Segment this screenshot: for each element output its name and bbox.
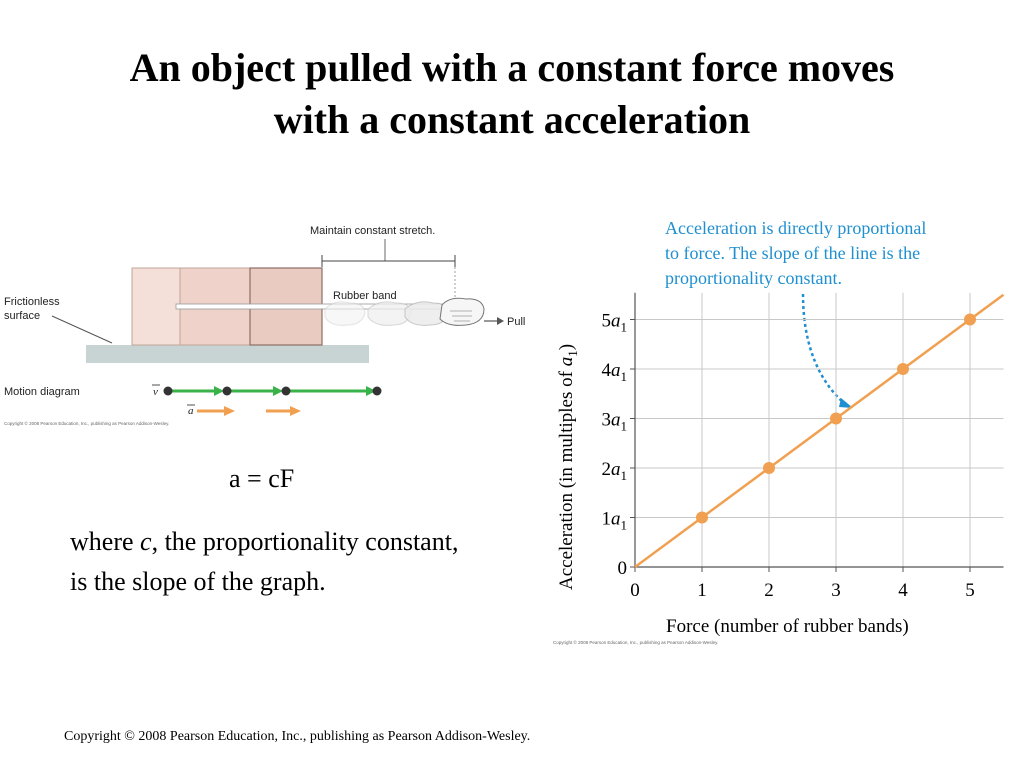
y-tick-coef: 2 <box>602 459 612 480</box>
y-tick-label-3: 3a1 <box>602 410 628 434</box>
motion-dot-3 <box>281 386 291 396</box>
y-tick-sub: 1 <box>621 468 628 483</box>
y-tick-label-1: 1a1 <box>602 509 628 533</box>
title-line-1: An object pulled with a constant force m… <box>129 45 895 90</box>
body-variable: c <box>140 527 152 556</box>
acceleration-arrowhead-2 <box>290 406 301 416</box>
annotation-line-3: proportionality constant. <box>665 268 842 288</box>
x-tick-label-1: 1 <box>697 580 707 601</box>
data-point-2 <box>763 462 775 474</box>
formula: a = cF <box>229 464 295 493</box>
x-tick-label-4: 4 <box>898 580 908 601</box>
x-tick-label-0: 0 <box>630 580 640 601</box>
data-point-1 <box>696 511 708 524</box>
pulling-hand <box>439 297 485 326</box>
left-figure-copyright: Copyright © 2008 Pearson Education, Inc.… <box>4 420 169 426</box>
x-tick-label-5: 5 <box>965 580 975 601</box>
y-tick-label-2: 2a1 <box>602 459 628 483</box>
y-tick-label-0: 0 <box>618 558 628 579</box>
y-tick-sub: 1 <box>621 419 628 434</box>
y-tick-var: a <box>611 410 621 431</box>
y-axis-label: Acceleration (in multiples of a1) <box>556 344 580 590</box>
acceleration-arrowhead-1 <box>224 406 235 416</box>
motion-dot-4 <box>372 386 382 396</box>
velocity-arrowhead-2 <box>273 386 283 396</box>
block-1 <box>131 267 181 346</box>
body-text: where c, the proportionality constant, i… <box>70 522 470 602</box>
y-tick-coef: 5 <box>602 311 612 332</box>
y-tick-label-4: 4a1 <box>602 360 628 384</box>
motion-dot-1 <box>163 386 173 396</box>
grid <box>635 292 1004 567</box>
surface-label: surface <box>4 310 40 322</box>
velocity-arrowhead-1 <box>214 386 224 396</box>
ghost-hand-1 <box>324 301 366 326</box>
data-points <box>696 313 976 524</box>
x-tick-labels: 0 1 2 3 4 5 <box>630 580 975 601</box>
velocity-arrowhead-3 <box>366 386 376 396</box>
x-axis-label: Force (number of rubber bands) <box>666 616 909 637</box>
y-tick-sub: 1 <box>621 518 628 533</box>
x-tick-label-3: 3 <box>831 580 841 601</box>
y-axis-label-var: a <box>556 357 577 367</box>
y-tick-var: a <box>611 360 621 381</box>
surface-leader-line <box>51 315 113 344</box>
pull-label: Pull <box>507 316 525 328</box>
y-tick-coef: 3 <box>602 410 612 431</box>
y-tick-coef: 1 <box>602 509 612 530</box>
data-point-3 <box>830 412 842 425</box>
y-tick-sub: 1 <box>621 320 628 335</box>
trend-line-group <box>634 293 1005 569</box>
motion-dot-2 <box>222 386 232 396</box>
axes <box>630 292 1004 572</box>
maintain-stretch-label: Maintain constant stretch. <box>310 225 435 237</box>
annotation-line-1: Acceleration is directly proportional <box>665 218 926 238</box>
frictionless-label: Frictionless <box>4 296 60 308</box>
body-prefix: where <box>70 527 141 556</box>
y-tick-label-5: 5a1 <box>602 311 628 335</box>
y-axis-label-sub: 1 <box>565 350 580 357</box>
y-axis-label-suffix: ) <box>556 344 577 350</box>
body-suffix: , the proportionality constant, is the s… <box>70 527 459 596</box>
motion-diagram-label: Motion diagram <box>4 386 80 398</box>
annotation-arrowhead <box>839 398 853 408</box>
acceleration-symbol: a <box>188 405 194 417</box>
data-point-5 <box>964 313 976 326</box>
rubber-band-label: Rubber band <box>333 290 397 302</box>
title-line-2: with a constant acceleration <box>273 97 751 142</box>
footer-copyright: Copyright © 2008 Pearson Education, Inc.… <box>64 729 531 744</box>
right-figure-copyright: Copyright © 2008 Pearson Education, Inc.… <box>553 639 718 645</box>
annotation-line-2: to force. The slope of the line is the <box>665 243 920 263</box>
y-tick-var: a <box>611 509 621 530</box>
acceleration-force-graph: Acceleration is directly proportional to… <box>553 218 1005 645</box>
pull-arrowhead <box>497 317 504 325</box>
y-tick-sub: 1 <box>621 369 628 384</box>
y-tick-coef: 4 <box>602 360 612 381</box>
y-axis-label-prefix: Acceleration (in multiples of <box>556 366 577 590</box>
slide-title: An object pulled with a constant force m… <box>0 42 1024 146</box>
frictionless-surface <box>86 345 369 363</box>
y-tick-var: a <box>611 459 621 480</box>
velocity-symbol: v <box>153 386 158 398</box>
pull-diagram: Maintain constant stretch. Rubber band P… <box>4 225 525 426</box>
x-tick-label-2: 2 <box>764 580 774 601</box>
annotation-arrow <box>801 293 846 405</box>
trend-line <box>634 293 1005 569</box>
y-tick-var: a <box>611 311 621 332</box>
data-point-4 <box>897 363 909 375</box>
